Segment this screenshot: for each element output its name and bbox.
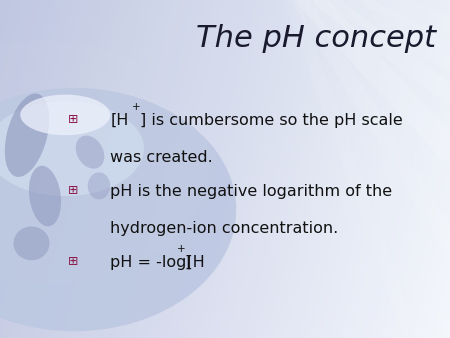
Ellipse shape: [0, 101, 144, 196]
Text: hydrogen-ion concentration.: hydrogen-ion concentration.: [110, 221, 338, 236]
Ellipse shape: [76, 136, 104, 169]
Text: ⊞: ⊞: [68, 255, 78, 268]
Text: +: +: [132, 102, 140, 113]
Ellipse shape: [88, 172, 110, 199]
Text: pH = -log[H: pH = -log[H: [110, 255, 205, 270]
Text: ⊞: ⊞: [68, 113, 78, 126]
Text: pH is the negative logarithm of the: pH is the negative logarithm of the: [110, 184, 392, 199]
Ellipse shape: [14, 226, 50, 260]
Ellipse shape: [5, 94, 49, 177]
Circle shape: [0, 88, 236, 331]
Text: ] is cumbersome so the pH scale: ] is cumbersome so the pH scale: [140, 113, 403, 128]
Ellipse shape: [29, 166, 61, 226]
Text: [H: [H: [110, 113, 129, 128]
Ellipse shape: [20, 95, 110, 135]
Text: +: +: [177, 244, 185, 255]
Text: The pH concept: The pH concept: [196, 24, 436, 53]
Text: was created.: was created.: [110, 150, 213, 165]
Text: ⊞: ⊞: [68, 184, 78, 197]
Text: ]: ]: [185, 255, 191, 270]
